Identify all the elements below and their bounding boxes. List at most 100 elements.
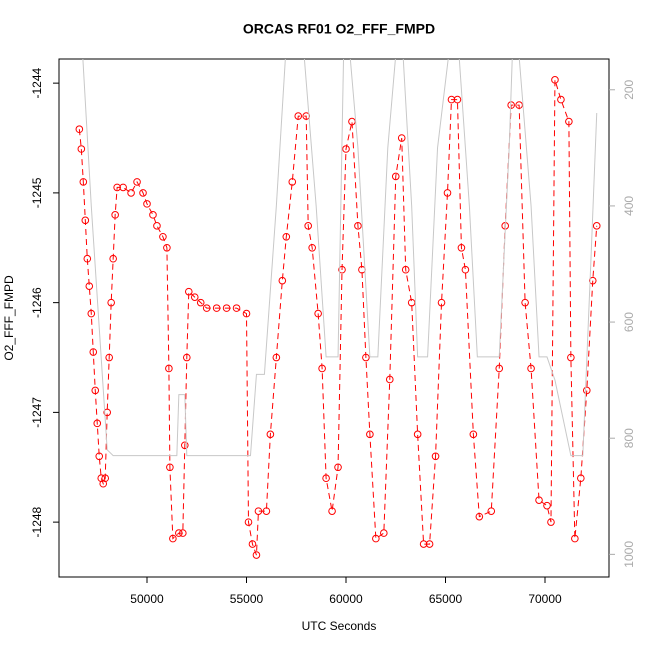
point	[99, 479, 108, 488]
point	[592, 222, 601, 230]
point	[304, 222, 312, 230]
point	[413, 430, 422, 439]
point	[565, 117, 573, 126]
y-tick-label: -1248	[30, 506, 44, 537]
point	[407, 298, 416, 307]
point	[582, 386, 591, 395]
point	[119, 183, 127, 192]
y-axis-label: O2_FFF_FMPD	[2, 275, 16, 361]
point	[457, 243, 466, 252]
plot-area	[75, 59, 601, 559]
point	[85, 282, 94, 290]
point	[248, 540, 257, 548]
point	[77, 145, 86, 153]
point	[254, 507, 263, 515]
point	[196, 298, 205, 307]
point	[109, 254, 117, 263]
point	[543, 501, 551, 510]
point	[521, 298, 529, 307]
point	[527, 364, 535, 373]
point	[461, 265, 470, 274]
point	[75, 125, 84, 134]
y2-tick-label: 400	[622, 196, 636, 216]
point	[302, 112, 310, 120]
point	[95, 452, 104, 461]
point	[232, 304, 241, 312]
point	[212, 304, 221, 312]
y-tick-label: -1245	[30, 177, 44, 208]
x-tick-label: 55000	[230, 592, 264, 606]
point	[447, 95, 456, 104]
point	[143, 200, 151, 208]
point	[567, 353, 575, 362]
point	[272, 353, 281, 362]
y2-tick-label: 1000	[622, 541, 636, 568]
point	[425, 540, 434, 548]
point	[338, 265, 346, 274]
point	[577, 474, 585, 483]
secondary-line	[82, 59, 598, 457]
point	[166, 463, 174, 472]
point	[87, 309, 96, 318]
point	[266, 430, 275, 439]
point	[149, 211, 157, 219]
point	[391, 172, 400, 181]
point	[139, 189, 147, 197]
point	[557, 95, 565, 104]
point	[322, 474, 330, 483]
point	[308, 243, 316, 252]
point	[89, 348, 98, 356]
x-tick-label: 65000	[429, 592, 463, 606]
point	[334, 463, 342, 472]
point	[487, 507, 496, 515]
point	[93, 419, 102, 428]
point	[165, 364, 173, 373]
series-line	[78, 79, 598, 556]
point	[79, 178, 88, 186]
point	[362, 353, 370, 362]
point	[453, 95, 462, 104]
point	[328, 507, 336, 515]
point	[401, 265, 410, 274]
point	[101, 474, 110, 483]
point	[252, 551, 261, 559]
point	[103, 408, 111, 417]
point	[111, 211, 119, 219]
plot-frame	[58, 58, 610, 578]
point	[288, 178, 297, 186]
point	[571, 534, 579, 543]
point	[314, 309, 322, 318]
point	[83, 254, 92, 263]
point	[443, 189, 452, 197]
point	[366, 430, 374, 439]
point	[294, 112, 303, 120]
x-tick-label: 50000	[130, 592, 164, 606]
point	[127, 189, 135, 197]
point	[159, 232, 167, 241]
point	[431, 452, 440, 461]
point	[169, 534, 177, 543]
x-axis-label: UTC Seconds	[302, 619, 377, 633]
point	[133, 178, 141, 186]
y-tick-label: -1244	[30, 67, 44, 98]
y-tick-label: -1247	[30, 397, 44, 428]
point	[181, 441, 189, 450]
point	[182, 353, 191, 362]
point	[551, 76, 559, 84]
point	[113, 183, 121, 192]
point	[495, 364, 504, 373]
point	[397, 134, 406, 142]
y2-tick-label: 800	[622, 428, 636, 448]
point	[380, 529, 388, 537]
point	[475, 512, 484, 521]
point	[535, 496, 543, 504]
point	[107, 298, 115, 307]
point	[278, 276, 287, 285]
point	[163, 243, 171, 252]
point	[385, 375, 394, 384]
point	[222, 304, 231, 312]
y-tick-label: -1246	[30, 287, 44, 318]
point	[547, 518, 555, 526]
point	[184, 287, 193, 296]
